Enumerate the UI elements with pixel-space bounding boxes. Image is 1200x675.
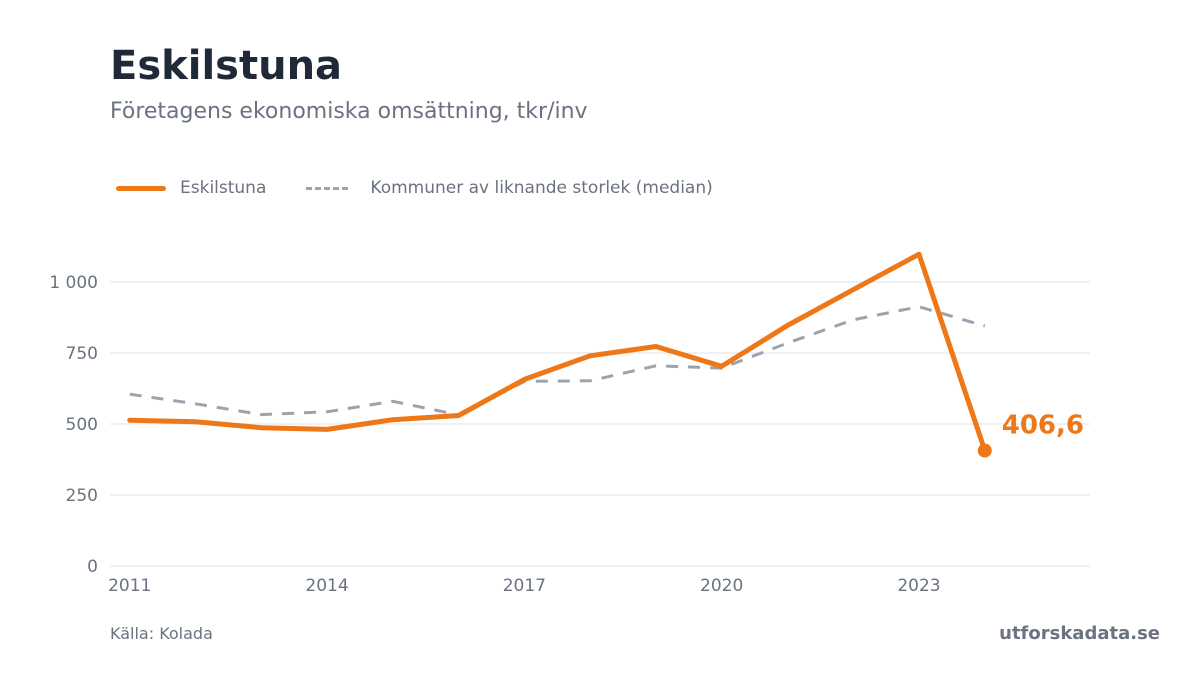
legend-label-primary: Eskilstuna — [180, 178, 267, 198]
brand-link[interactable]: utforskadata.se — [999, 623, 1160, 644]
last-value-label: 406,6 — [1002, 411, 1084, 441]
series-line-comparison — [129, 305, 986, 417]
x-tick-label-2023: 2023 — [897, 576, 940, 596]
x-tick-labels: 2011 2014 2017 2020 2023 — [108, 576, 941, 596]
chart-subtitle: Företagens ekonomiska omsättning, tkr/in… — [110, 99, 588, 124]
y-tick-label-0: 0 — [87, 557, 98, 577]
chart-title: Eskilstuna — [110, 43, 343, 89]
x-tick-label-2011: 2011 — [108, 576, 151, 596]
y-tick-label-750: 750 — [66, 344, 98, 364]
series-line-primary — [127, 251, 988, 453]
legend-swatch-primary — [116, 185, 166, 191]
legend-item-primary: Eskilstuna — [116, 178, 266, 198]
y-tick-labels: 0 250 500 750 1 000 — [49, 273, 98, 577]
last-point-marker — [977, 443, 992, 458]
y-tick-label-500: 500 — [66, 415, 98, 435]
legend-swatch-comparison — [306, 186, 349, 190]
x-tick-label-2014: 2014 — [305, 576, 348, 596]
legend-label-comparison: Kommuner av liknande storlek (median) — [370, 178, 713, 198]
legend: Eskilstuna Kommuner av liknande storlek … — [116, 178, 753, 198]
x-tick-label-2017: 2017 — [503, 576, 546, 596]
legend-item-comparison: Kommuner av liknande storlek (median) — [306, 178, 713, 198]
source-note: Källa: Kolada — [110, 624, 213, 643]
y-tick-label-250: 250 — [66, 486, 98, 506]
annotation-layer: 406,6 — [977, 411, 1084, 458]
x-tick-label-2020: 2020 — [700, 576, 743, 596]
y-tick-label-1000: 1 000 — [49, 273, 98, 293]
series-layer — [127, 251, 988, 453]
